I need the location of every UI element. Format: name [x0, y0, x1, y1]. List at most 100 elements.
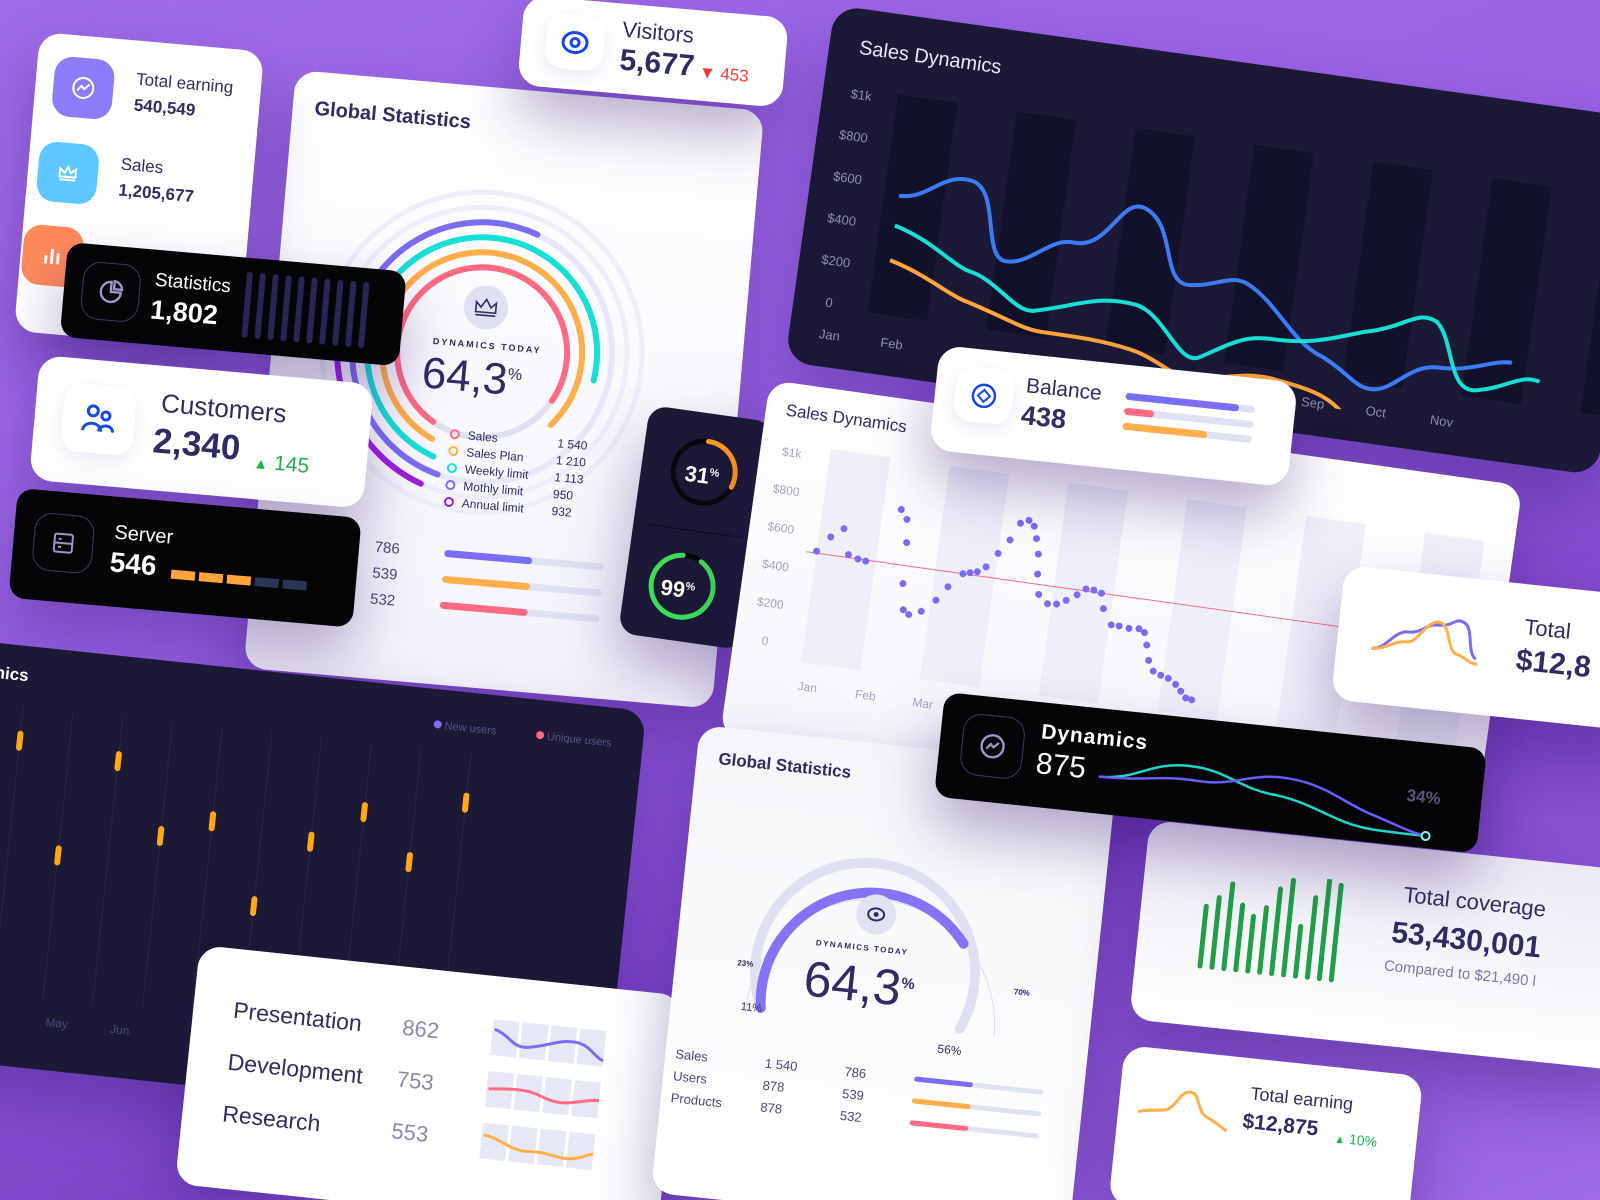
list-item[interactable]: Development 753 — [225, 1036, 603, 1127]
list-item[interactable]: Research 553 — [220, 1087, 598, 1178]
y-tick: 0 — [824, 294, 834, 311]
progress-bar — [909, 1119, 1040, 1139]
legend-dot — [443, 496, 455, 507]
card-title: nics — [0, 662, 30, 686]
arrow-up-icon: ▲ — [252, 455, 269, 474]
balance-card: Balance 438 — [929, 345, 1299, 488]
gauges-card: 31% 99% — [617, 405, 774, 651]
arrow-down-icon: ▼ — [698, 62, 717, 83]
sparkline — [479, 1122, 596, 1171]
progress-bar — [439, 601, 600, 623]
earning-value: $12,875 — [1241, 1109, 1320, 1141]
mini-bar-chart — [241, 271, 370, 348]
dual-line-sparkline — [1371, 619, 1478, 666]
y-tick: $800 — [837, 126, 869, 146]
card-title: Global Statistics — [717, 749, 853, 782]
x-tick: Nov — [1429, 411, 1455, 431]
visitors-value: 5,677 — [618, 43, 696, 83]
legend-new-users: New users — [433, 719, 497, 737]
gauge-label: 11% — [740, 1000, 763, 1015]
visitors-delta: ▼ 453 — [698, 62, 750, 86]
total-earning-right-card: Total $12,8 — [1330, 565, 1600, 733]
customers-card: Customers 2,340 ▲ 145 — [29, 355, 374, 509]
crown-icon — [474, 297, 498, 318]
users-icon — [59, 382, 138, 457]
customers-value: 2,340 — [151, 421, 242, 468]
balance-value: 438 — [1019, 399, 1068, 435]
gauge-label: 70% — [1013, 987, 1031, 998]
gauge-99-value: 99% — [659, 574, 697, 603]
balance-bars — [1122, 392, 1256, 444]
divider — [649, 524, 744, 539]
dynamics-percent: 34% — [1405, 785, 1442, 809]
sparkline — [490, 1019, 607, 1067]
y-tick: $600 — [832, 168, 863, 188]
total-value: $12,8 — [1514, 643, 1593, 685]
crown-icon — [35, 140, 101, 206]
center-unit: % — [507, 366, 523, 385]
dynamics-value: 875 — [1034, 746, 1088, 786]
summary-item[interactable]: Total earning 540,549 — [50, 55, 235, 130]
total-label: Total — [1523, 614, 1573, 644]
eye-icon — [543, 12, 607, 72]
gauge-31-value: 31% — [683, 460, 721, 489]
total-earning-bottom-card: Total earning $12,875 ▲ 10% — [1108, 1045, 1424, 1200]
legend-dot — [449, 428, 461, 440]
legend-unique-users: Unique users — [535, 730, 612, 750]
earning-delta: ▲ 10% — [1333, 1130, 1378, 1150]
visitors-card: Visitors 5,677 ▼ 453 — [517, 0, 789, 108]
customers-delta: ▲ 145 — [252, 451, 311, 478]
summary-item[interactable]: Sales 1,205,677 — [35, 140, 197, 214]
sales-dynamics-dark-card: Sales Dynamics $1k $800 $600 $400 $200 0… — [784, 5, 1600, 476]
gauge-31 — [670, 438, 738, 506]
bar-chart-icon — [20, 223, 86, 289]
trend-circle-icon — [958, 712, 1027, 781]
server-icon — [30, 511, 96, 575]
diamond-icon — [952, 364, 1016, 426]
line-chart — [867, 94, 1600, 451]
center-number: 64,3 — [419, 348, 510, 405]
server-card: Server 546 — [8, 488, 362, 628]
server-value: 546 — [108, 546, 158, 582]
project-list: Presentation 862 Development 753 Researc… — [220, 984, 609, 1178]
legend-dot — [446, 462, 458, 474]
card-title: Global Statistics — [313, 97, 472, 134]
x-tick: Feb — [879, 334, 904, 353]
earnings-summary-card: Total earning 540,549 Sales 1,205,677 — [13, 32, 265, 351]
coverage-bar-chart — [1197, 876, 1344, 983]
card-title: Sales Dynamics — [784, 400, 908, 437]
x-tick: Jan — [818, 326, 841, 344]
gauge-label: 56% — [936, 1041, 963, 1059]
y-tick: $200 — [820, 251, 852, 271]
semi-gauge-chart — [744, 857, 996, 1038]
dynamics-card: Dynamics 875 34% — [934, 692, 1488, 854]
trend-up-icon — [50, 55, 116, 121]
server-load-segments — [170, 569, 307, 591]
center-value: 64,3% — [420, 348, 524, 407]
coverage-label: Total coverage — [1402, 881, 1548, 922]
x-tick: Oct — [1364, 402, 1387, 421]
pie-chart-icon — [79, 260, 143, 324]
sparkline — [484, 1070, 601, 1119]
legend-dot — [448, 445, 459, 457]
y-tick: $400 — [826, 210, 858, 229]
x-tick: Sep — [1300, 393, 1326, 412]
global-statistics-gauge-card: Global Statistics 23% 11% 70% 56% DYNAMI… — [650, 725, 1118, 1200]
dynamics-sparkline — [1098, 764, 1431, 842]
eye-icon — [867, 907, 886, 922]
statistics-label: Statistics — [154, 269, 232, 298]
statistics-card: Statistics 1,802 — [59, 242, 407, 367]
list-item[interactable]: Presentation 862 — [231, 984, 609, 1075]
total-coverage-card: Total coverage 53,430,001 Compared to $2… — [1129, 820, 1600, 1072]
summary-item[interactable] — [20, 223, 86, 289]
statistics-value: 1,802 — [149, 294, 220, 331]
server-label: Server — [113, 521, 175, 549]
earning-sparkline — [1137, 1090, 1228, 1133]
center-value: 64,3% — [801, 950, 916, 1017]
coverage-value: 53,430,001 — [1389, 915, 1543, 965]
card-title: Sales Dynamics — [857, 36, 1003, 79]
legend: Sales 1 540 Sales Plan 1 210 Weekly limi… — [443, 425, 588, 522]
arrow-up-icon: ▲ — [1333, 1133, 1346, 1147]
projects-card: Presentation 862 Development 753 Researc… — [174, 945, 683, 1200]
